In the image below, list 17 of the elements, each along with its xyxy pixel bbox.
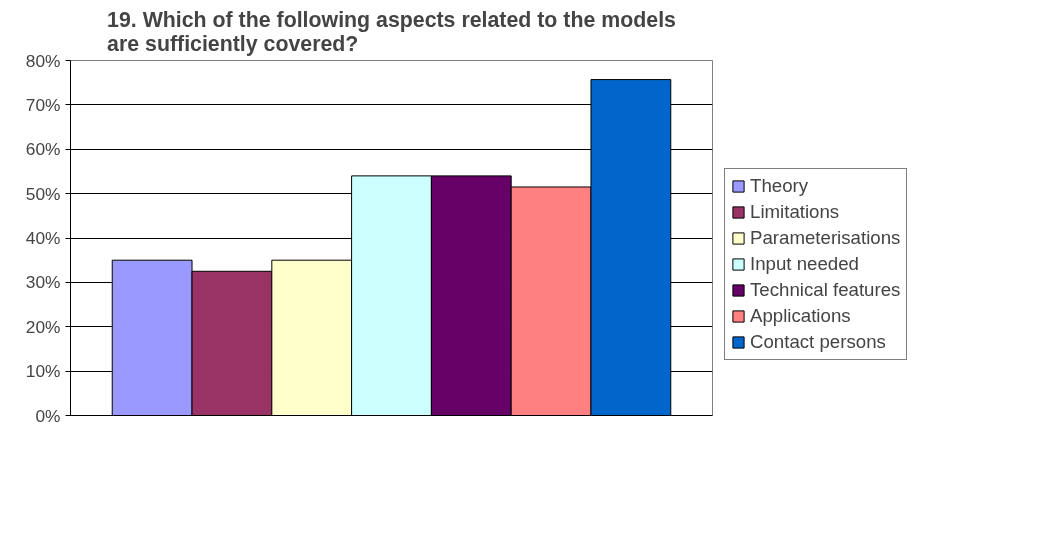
y-tick-label: 30% — [25, 272, 61, 293]
legend-label: Technical features — [750, 279, 901, 301]
legend-label: Limitations — [750, 201, 840, 223]
legend-label: Contact persons — [750, 331, 886, 353]
y-tick-label: 50% — [25, 183, 61, 204]
y-tick-label: 70% — [25, 94, 61, 115]
legend-label: Applications — [750, 305, 851, 327]
y-tick-label: 20% — [25, 316, 61, 337]
y-tick-label: 40% — [25, 228, 61, 248]
legend-label: Input needed — [750, 253, 859, 275]
legend-label: Theory — [750, 175, 809, 197]
chart-title: 19. Which of the following aspects related to the models are sufficiently covered? — [107, 7, 676, 56]
y-tick-label: 80% — [25, 50, 61, 71]
y-tick-label: 10% — [25, 361, 61, 382]
y-tick-label: 0% — [35, 405, 61, 426]
y-tick-label: 60% — [25, 139, 61, 160]
legend-label: Parameterisations — [750, 227, 901, 249]
